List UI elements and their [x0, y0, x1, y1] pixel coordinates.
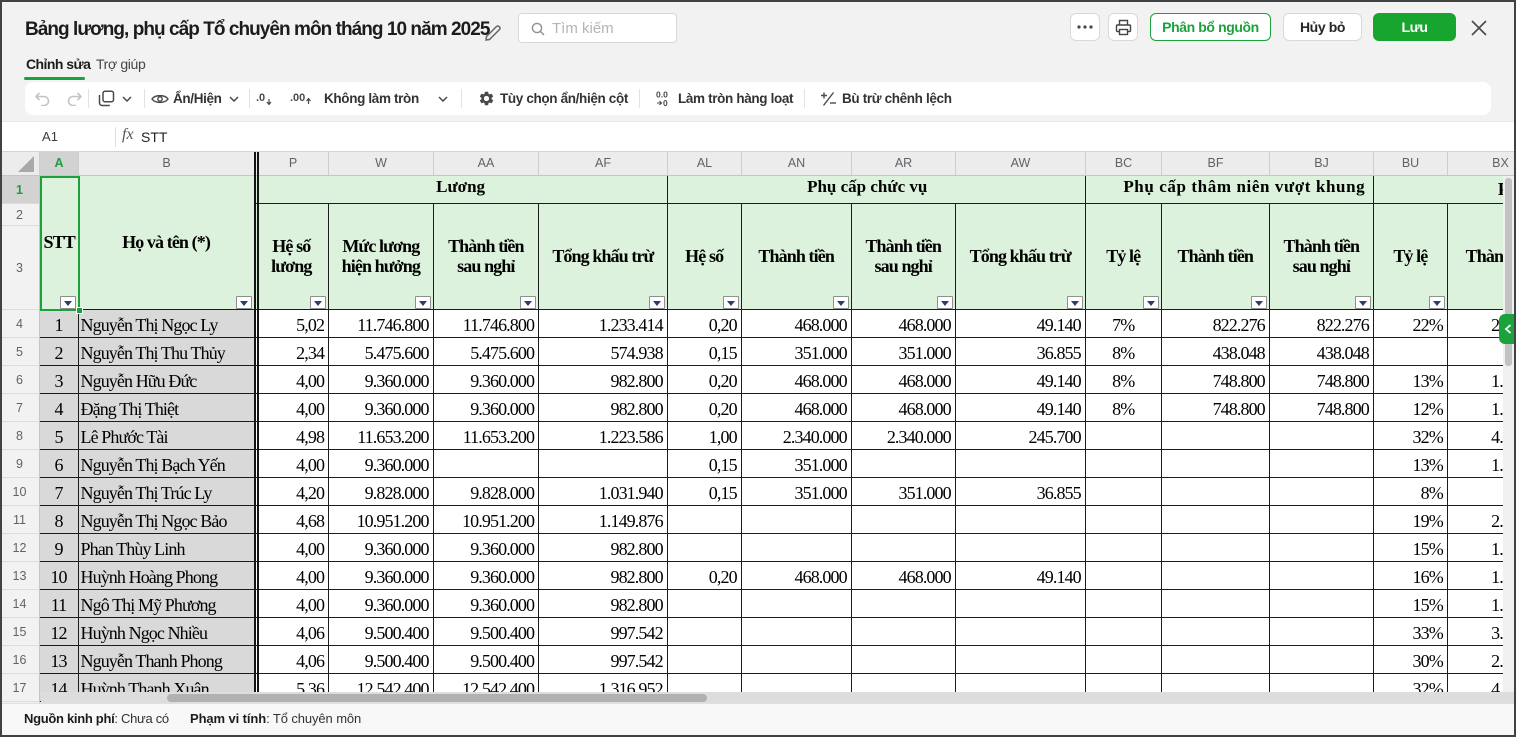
svg-text:.0: .0 — [256, 92, 265, 104]
svg-text:0.0: 0.0 — [656, 90, 668, 100]
svg-text:.00: .00 — [290, 92, 305, 104]
svg-text:0: 0 — [663, 98, 668, 107]
